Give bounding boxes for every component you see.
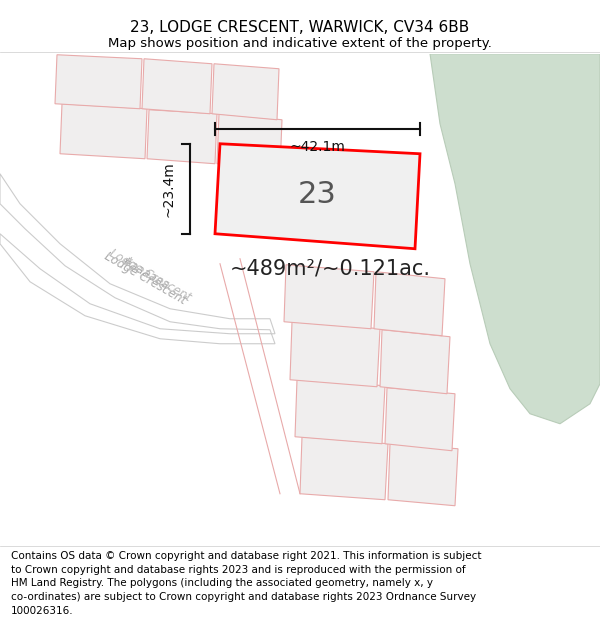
Polygon shape [300, 437, 388, 500]
Polygon shape [290, 322, 380, 387]
Polygon shape [147, 110, 217, 164]
Text: ~42.1m: ~42.1m [290, 140, 346, 154]
Text: #aaaaaa: #aaaaaa [119, 255, 172, 292]
Polygon shape [385, 388, 455, 451]
Polygon shape [388, 444, 458, 506]
Text: Lodge Crescent: Lodge Crescent [102, 250, 188, 308]
Polygon shape [430, 54, 600, 424]
Polygon shape [60, 104, 147, 159]
Polygon shape [374, 272, 445, 336]
Polygon shape [380, 330, 450, 394]
Polygon shape [0, 174, 275, 344]
Text: Lodge Crescent: Lodge Crescent [107, 247, 193, 304]
Polygon shape [295, 380, 385, 444]
Text: Map shows position and indicative extent of the property.: Map shows position and indicative extent… [108, 38, 492, 50]
Text: ~489m²/~0.121ac.: ~489m²/~0.121ac. [229, 259, 431, 279]
Polygon shape [284, 265, 374, 329]
Polygon shape [215, 144, 420, 249]
Polygon shape [212, 64, 279, 120]
Text: 23, LODGE CRESCENT, WARWICK, CV34 6BB: 23, LODGE CRESCENT, WARWICK, CV34 6BB [130, 20, 470, 35]
Text: Contains OS data © Crown copyright and database right 2021. This information is : Contains OS data © Crown copyright and d… [11, 551, 481, 616]
Text: 23: 23 [298, 181, 337, 209]
Text: ~23.4m: ~23.4m [161, 161, 175, 217]
Polygon shape [55, 55, 142, 109]
Polygon shape [142, 59, 212, 114]
Polygon shape [217, 114, 282, 170]
